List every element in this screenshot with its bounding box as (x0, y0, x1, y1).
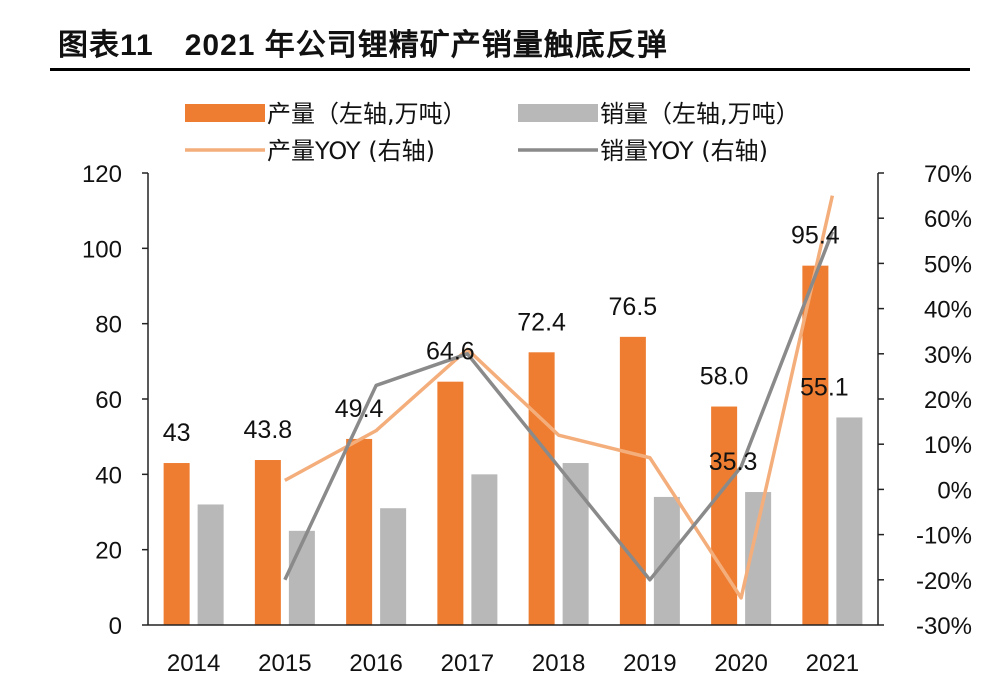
y-tick-label-left: 60 (95, 387, 122, 414)
legend-label: 产量YOY (右轴) (267, 137, 435, 165)
y-tick-label-right: 20% (924, 387, 972, 414)
title-bar: 图表11 2021 年公司锂精矿产销量触底反弹 (50, 12, 970, 71)
data-label-sales: 55.1 (800, 373, 849, 401)
data-label-production: 72.4 (517, 308, 566, 336)
y-tick-label-left: 0 (109, 613, 122, 640)
y-tick-label-right: 30% (924, 342, 972, 369)
x-tick-label: 2021 (806, 650, 859, 677)
y-tick-label-left: 40 (95, 462, 122, 489)
line-production-yoy (284, 195, 835, 600)
bar-production-2019 (619, 336, 646, 625)
data-label-production: 43.8 (244, 416, 293, 444)
y-tick-label-right: 0% (937, 477, 972, 504)
x-tick-label: 2018 (532, 650, 585, 677)
bar-production-2018 (528, 352, 555, 625)
data-label-production: 64.6 (426, 338, 475, 366)
bars-layer (163, 265, 863, 625)
bar-production-2017 (437, 381, 464, 625)
y-tick-label-left: 20 (95, 538, 122, 565)
bar-sales-2016 (380, 508, 407, 625)
legend: 产量（左轴,万吨） 销量（左轴,万吨） 产量YOY (右轴) 销量YOY (右轴) (185, 100, 800, 165)
x-tick-label: 2019 (623, 650, 676, 677)
bar-sales-2014 (197, 504, 224, 625)
legend-item-3: 产量YOY (右轴) (185, 137, 435, 165)
data-label-production: 49.4 (335, 395, 384, 423)
data-label-production: 58.0 (700, 363, 749, 391)
bar-production-2020 (711, 406, 738, 625)
legend-swatch (185, 104, 265, 122)
bar-production-2015 (254, 460, 281, 625)
y-tick-label-left: 80 (95, 312, 122, 339)
line-sales-yoy (283, 231, 835, 582)
x-tick-label: 2020 (714, 650, 767, 677)
y-tick-label-right: -30% (916, 613, 972, 640)
data-label-sales: 35.3 (709, 448, 758, 476)
y-tick-label-right: -10% (916, 523, 972, 550)
legend-label: 产量（左轴,万吨） (267, 100, 467, 128)
legend-label: 销量YOY (右轴) (600, 137, 768, 165)
y-tick-label-right: 50% (924, 251, 972, 278)
y-tick-label-right: 70% (924, 161, 972, 188)
x-tick-label: 2017 (441, 650, 494, 677)
data-label-production: 76.5 (609, 293, 658, 321)
bar-production-2016 (346, 438, 373, 625)
x-tick-label: 2016 (349, 650, 402, 677)
x-tick-label: 2014 (167, 650, 220, 677)
legend-item-1: 产量（左轴,万吨） (185, 100, 467, 128)
bar-production-2014 (163, 463, 190, 625)
y-tick-label-right: -20% (916, 568, 972, 595)
axes-layer: 0 20 40 60 80 100 120 -30% -20% -10% 0% 10% 20% 30% 40… (82, 161, 972, 677)
bar-sales-2017 (471, 474, 498, 625)
y-tick-label-left: 120 (82, 161, 122, 188)
y-tick-label-left: 100 (82, 236, 122, 263)
legend-label: 销量（左轴,万吨） (600, 100, 800, 128)
x-tick-label: 2015 (258, 650, 311, 677)
y-tick-label-right: 60% (924, 206, 972, 233)
lines-layer (283, 195, 835, 600)
page-title: 图表11 2021 年公司锂精矿产销量触底反弹 (58, 29, 668, 62)
data-label-production: 95.4 (791, 222, 840, 250)
bar-sales-2021 (836, 417, 863, 625)
y-tick-label-right: 10% (924, 432, 972, 459)
y-tick-label-right: 40% (924, 297, 972, 324)
bar-production-2021 (802, 265, 829, 625)
data-labels-layer: 43 43.8 49.4 64.6 72.4 76.5 58.0 95.4 35.3 55.1 (163, 222, 849, 476)
data-label-production: 43 (163, 419, 191, 447)
legend-swatch (518, 104, 598, 122)
legend-item-2: 销量（左轴,万吨） (518, 100, 800, 128)
legend-item-4: 销量YOY (右轴) (518, 137, 768, 165)
